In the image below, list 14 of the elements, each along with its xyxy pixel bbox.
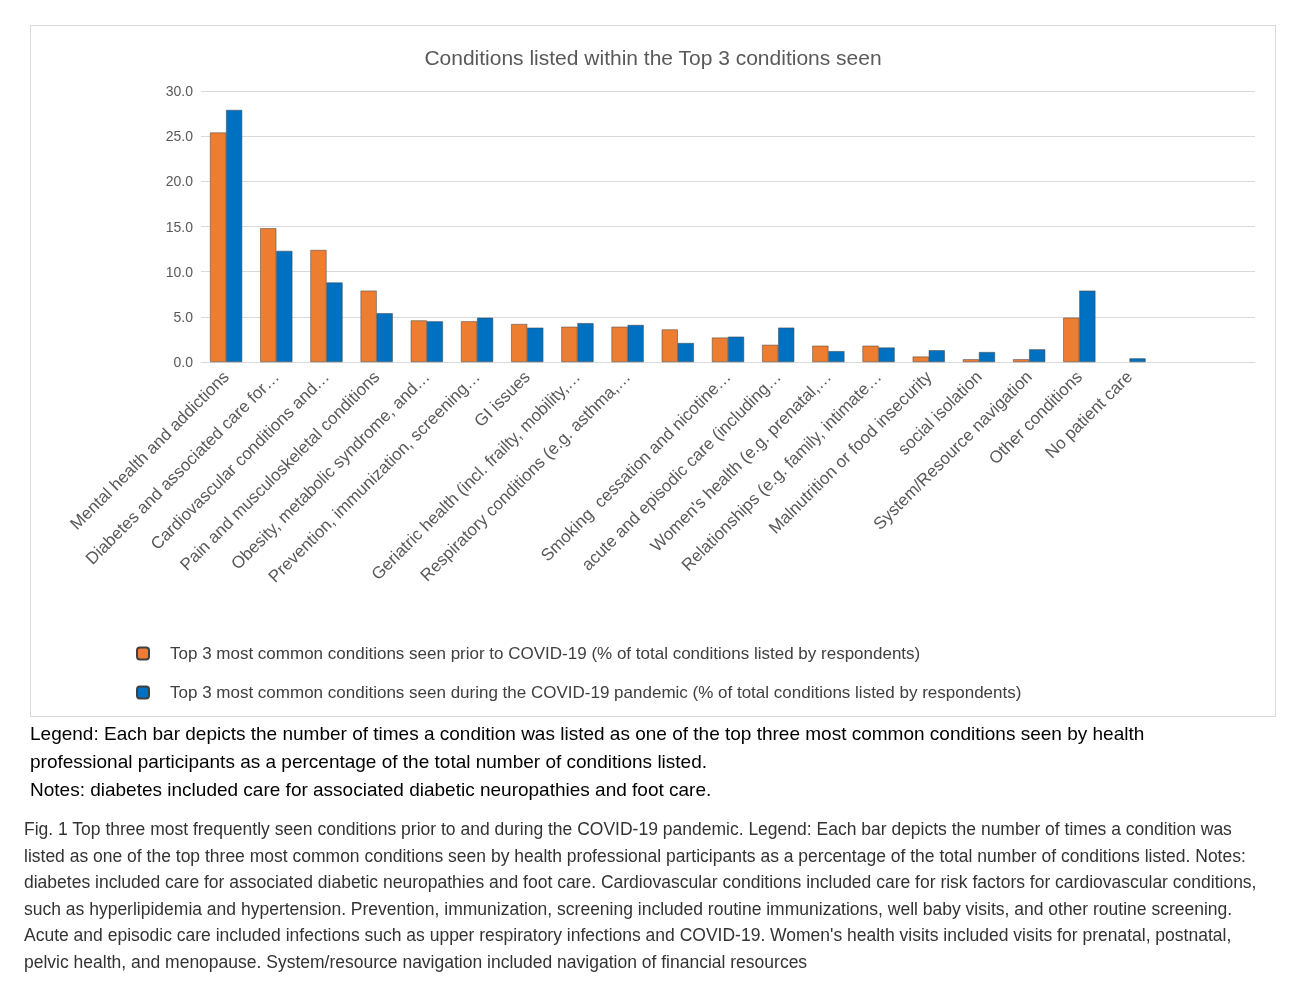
y-tick-label: 5.0 bbox=[173, 308, 194, 325]
y-tick-label: 20.0 bbox=[165, 173, 194, 190]
legend-label: Top 3 most common conditions seen prior to COVID-19 (% of total conditions listed by respondents) bbox=[170, 644, 921, 663]
legend-label: Top 3 most common conditions seen during the COVID-19 pandemic (% of total conditions listed by respondents) bbox=[170, 683, 1022, 702]
chart-title: Conditions listed within the Top 3 conditions seen bbox=[424, 46, 882, 69]
y-tick-label: 15.0 bbox=[165, 218, 194, 235]
text: Notes: diabetes included care for associated diabetic neuropathies and foot care. bbox=[30, 778, 713, 802]
y-tick-label: 0.0 bbox=[173, 354, 194, 370]
y-tick-label: 30.0 bbox=[165, 83, 194, 99]
y-tick-label: 25.0 bbox=[165, 128, 194, 145]
caption: Fig. 1 Top three most frequently seen conditions prior to and during the COVID-19 pandemic. Legend: Each bar depicts the number of times a condition was listed as one of the top three most common conditions seen by health professional participants as a percentage of the total number of conditions listed. Notes: diabetes included care for associated diabetic neuropathies and foot care. Cardiovascular conditions included care for risk factors for cardiovascular conditions, such as hyperlipidemia and hypertension. Prevention, immunization, screening included routine immunizations, well baby visits, and other routine screening. Acute and episodic care included infections such as upper respiratory infections and COVID-19. Women's health visits included visits for prenatal, postnatal, pelvic health, and menopause. System/resource navigation included navigation of financial resources bbox=[24, 818, 1258, 974]
bar bbox=[1129, 358, 1146, 362]
text: Legend: Each bar depicts the number of times a condition was listed as one of the top three most common conditions seen by health professional participants as a percentage of the total number of conditions listed. bbox=[30, 722, 1146, 774]
y-tick-label: 10.0 bbox=[165, 263, 194, 280]
